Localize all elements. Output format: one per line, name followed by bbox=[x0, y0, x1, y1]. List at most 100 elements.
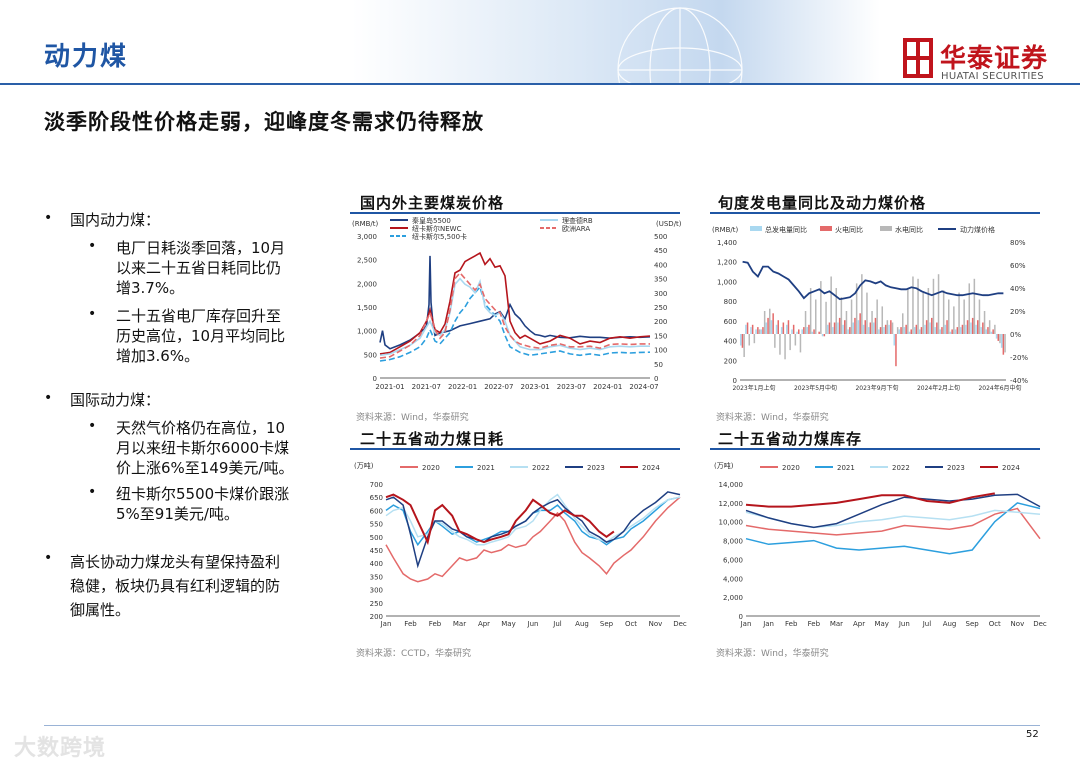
x-tick-label: Mar bbox=[453, 620, 466, 628]
bar bbox=[767, 317, 769, 334]
x-tick-label: 2023-07 bbox=[557, 383, 586, 391]
y-axis-unit-right: (USD/t) bbox=[656, 220, 682, 228]
y-tick-label-right: 150 bbox=[654, 332, 667, 340]
bar bbox=[995, 334, 998, 339]
x-tick-label: Jan bbox=[740, 620, 752, 628]
bar bbox=[820, 281, 822, 334]
x-tick-label: 2022-01 bbox=[448, 383, 477, 391]
bar bbox=[999, 334, 1001, 344]
y-tick-label-right: 0 bbox=[654, 375, 658, 383]
y-tick-label: 800 bbox=[724, 298, 737, 306]
bar bbox=[844, 320, 846, 334]
x-tick-label: 2024年2月上旬 bbox=[917, 384, 960, 392]
x-tick-label: Sep bbox=[966, 620, 980, 628]
bar bbox=[891, 322, 894, 334]
chart-title-inventory: 二十五省动力煤库存 bbox=[718, 430, 863, 448]
bar bbox=[970, 322, 972, 334]
x-tick-label: Feb bbox=[404, 620, 417, 628]
bar bbox=[920, 327, 923, 334]
chart-daily-consumption: (万吨) 700 650 600 550 500 450 400 350 300 250 200Jan… bbox=[354, 461, 687, 628]
bar bbox=[873, 322, 875, 334]
x-tick-label: Jan bbox=[762, 620, 774, 628]
series-line-2022 bbox=[745, 509, 1041, 529]
bar bbox=[745, 324, 747, 334]
bar bbox=[811, 331, 814, 334]
y-tick-label-right: -20% bbox=[1010, 354, 1028, 362]
bar bbox=[782, 322, 785, 334]
legend-label: 水电同比 bbox=[895, 225, 923, 234]
footer-divider bbox=[44, 725, 1040, 726]
bar bbox=[898, 329, 901, 334]
y-tick-label-right: 400 bbox=[654, 261, 667, 269]
bar bbox=[774, 334, 776, 348]
sub-bullet-text: 电厂日耗淡季回落，10月 以来二十五省日耗同比仍 增3.7%。 bbox=[116, 238, 324, 298]
legend-label: 2021 bbox=[477, 464, 495, 472]
bar bbox=[915, 324, 918, 334]
bar bbox=[830, 276, 832, 334]
x-tick-label: Nov bbox=[649, 620, 663, 628]
x-tick-label: Aug bbox=[575, 620, 589, 628]
bar bbox=[794, 334, 797, 346]
bar bbox=[784, 334, 786, 360]
bar bbox=[869, 322, 872, 334]
bar bbox=[857, 320, 860, 334]
x-tick-label: Jun bbox=[898, 620, 910, 628]
bar bbox=[815, 299, 817, 334]
x-tick-label: Jul bbox=[552, 620, 562, 628]
bar bbox=[866, 292, 868, 334]
y-tick-label: 0 bbox=[373, 375, 377, 383]
bar bbox=[825, 301, 827, 334]
bar bbox=[823, 334, 826, 337]
sub-bullet-dot: • bbox=[88, 306, 97, 322]
y-tick-label: 400 bbox=[370, 560, 383, 568]
sub-bullet-dot: • bbox=[88, 418, 97, 434]
legend-label: 2021 bbox=[837, 464, 855, 472]
text-line: 历史高位，10月平均同比 bbox=[116, 327, 286, 345]
y-tick-label: 1,000 bbox=[717, 278, 737, 286]
bar bbox=[804, 311, 807, 334]
bar bbox=[951, 329, 953, 334]
source-note: 资料来源：Wind，华泰研究 bbox=[716, 649, 829, 659]
bar bbox=[787, 320, 790, 334]
y-axis-unit: (RMB/t) bbox=[712, 226, 739, 234]
series-line-2023 bbox=[385, 491, 681, 569]
bar bbox=[806, 327, 809, 334]
price-line bbox=[742, 260, 1004, 301]
bar bbox=[801, 329, 803, 334]
x-tick-label: Jan bbox=[380, 620, 392, 628]
bullet-dot: • bbox=[44, 390, 53, 406]
y-tick-label-right: 250 bbox=[654, 304, 667, 312]
x-tick-label: Oct bbox=[989, 620, 1001, 628]
bar bbox=[975, 324, 977, 334]
bar bbox=[780, 327, 783, 334]
bar bbox=[948, 299, 950, 334]
text-line: 高长协动力煤龙头有望保持盈利 bbox=[70, 553, 281, 571]
bar bbox=[941, 327, 943, 334]
bar bbox=[968, 283, 971, 334]
text-line: 增3.7%。 bbox=[116, 279, 185, 297]
bar bbox=[895, 334, 897, 367]
bullet-dot: • bbox=[44, 210, 53, 226]
y-tick-label-right: 100 bbox=[654, 347, 667, 355]
bar bbox=[994, 324, 996, 334]
legend-label: 2020 bbox=[422, 464, 440, 472]
bar bbox=[884, 324, 887, 334]
bar bbox=[818, 331, 820, 334]
bar bbox=[847, 329, 849, 334]
bar bbox=[879, 327, 882, 334]
legend-label: 欧洲ARA bbox=[562, 224, 590, 233]
chart-title-daily-consumption: 二十五省动力煤日耗 bbox=[360, 430, 505, 448]
bar bbox=[977, 320, 979, 334]
slide-headline: 淡季阶段性价格走弱，迎峰度冬需求仍待释放 bbox=[44, 110, 484, 134]
y-tick-label-right: -40% bbox=[1010, 377, 1028, 385]
y-tick-label: 1,400 bbox=[717, 239, 737, 247]
text-line: 增加3.6%。 bbox=[116, 347, 200, 365]
bar bbox=[854, 317, 856, 334]
bar bbox=[881, 306, 884, 334]
bar bbox=[907, 288, 909, 334]
y-tick-label: 6,000 bbox=[723, 556, 743, 564]
bar bbox=[808, 324, 810, 334]
y-tick-label-right: 60% bbox=[1010, 262, 1026, 270]
bar bbox=[888, 324, 890, 334]
y-tick-label: 500 bbox=[364, 351, 377, 359]
